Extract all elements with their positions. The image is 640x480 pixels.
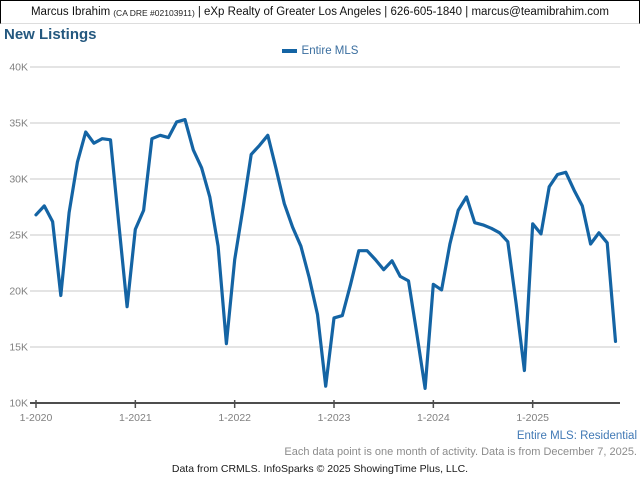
agent-name: Marcus Ibrahim xyxy=(30,6,111,18)
agent-header-bar: Marcus Ibrahim (CA DRE #02103911) | eXp … xyxy=(0,0,640,24)
legend-line-swatch xyxy=(281,49,297,53)
source-footnote: Data from CRMLS. InfoSparks © 2025 Showi… xyxy=(171,463,469,475)
y-axis-label: 35K xyxy=(9,118,28,130)
x-axis-label: 1-2024 xyxy=(417,412,450,424)
entire-mls-line xyxy=(34,117,618,390)
y-axis-label: 10K xyxy=(9,398,28,410)
agent-contact-info: | eXp Realty of Greater Los Angeles | 62… xyxy=(197,6,610,18)
x-axis-label: 1-2023 xyxy=(318,412,351,424)
data-footnote: Each data point is one month of activity… xyxy=(284,446,637,458)
series-footnote: Entire MLS: Residential xyxy=(516,430,637,442)
y-axis-label: 15K xyxy=(9,342,28,354)
y-axis-label: 30K xyxy=(9,174,28,186)
page-title: New Listings xyxy=(4,26,97,43)
y-axis-label: 20K xyxy=(9,286,28,298)
y-axis-label: 40K xyxy=(9,62,28,74)
x-axis-label: 1-2025 xyxy=(516,412,549,424)
line-chart: 40K 35K 30K 25K 20K 15K 10K 1-2020 1-2021 1-2022 1… xyxy=(9,62,620,424)
x-axis-label: 1-2021 xyxy=(119,412,152,424)
legend-label: Entire MLS xyxy=(301,45,359,57)
chart-legend: Entire MLS xyxy=(0,45,640,57)
x-axis-label: 1-2020 xyxy=(20,412,53,424)
y-axis-label: 25K xyxy=(9,230,28,242)
x-axis-label: 1-2022 xyxy=(218,412,251,424)
agent-license: (CA DRE #02103911) xyxy=(113,8,195,18)
